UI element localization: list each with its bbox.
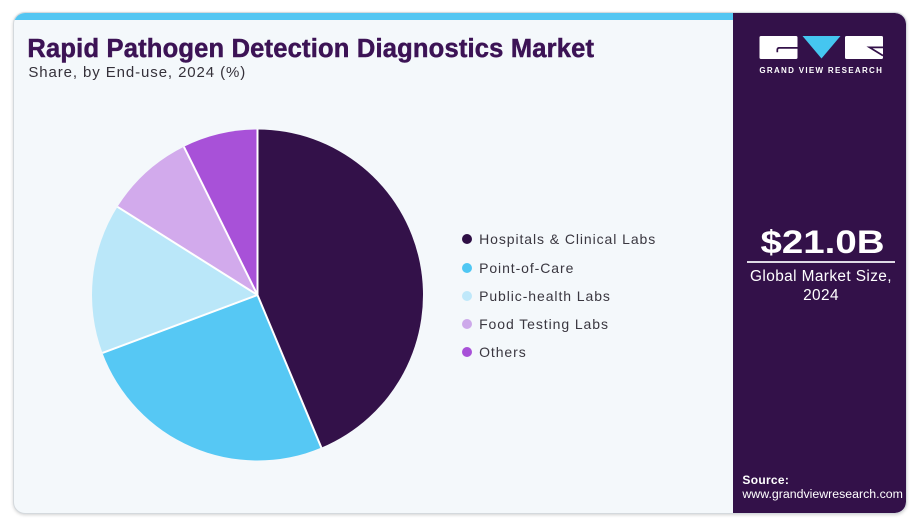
svg-text:GRAND VIEW RESEARCH: GRAND VIEW RESEARCH: [759, 66, 883, 75]
